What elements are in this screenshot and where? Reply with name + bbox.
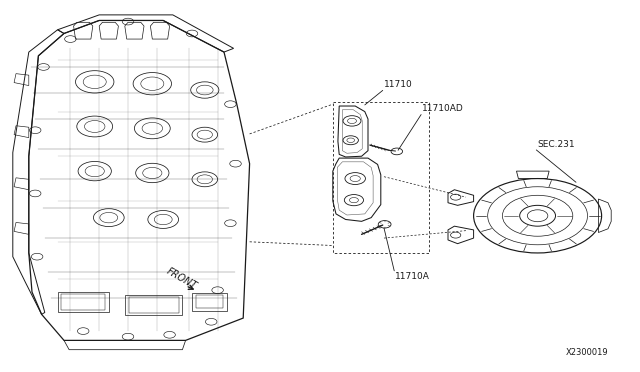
- Text: 11710A: 11710A: [395, 272, 429, 280]
- Bar: [192, 293, 227, 311]
- Bar: [58, 292, 109, 312]
- Bar: [196, 295, 223, 308]
- Text: X2300019: X2300019: [565, 348, 608, 357]
- Bar: [129, 297, 179, 313]
- Bar: [61, 294, 105, 310]
- Text: 11710AD: 11710AD: [422, 105, 464, 113]
- Text: FRONT: FRONT: [165, 266, 199, 291]
- Text: SEC.231: SEC.231: [538, 140, 575, 149]
- Text: 11710: 11710: [384, 80, 413, 89]
- Bar: [125, 295, 182, 315]
